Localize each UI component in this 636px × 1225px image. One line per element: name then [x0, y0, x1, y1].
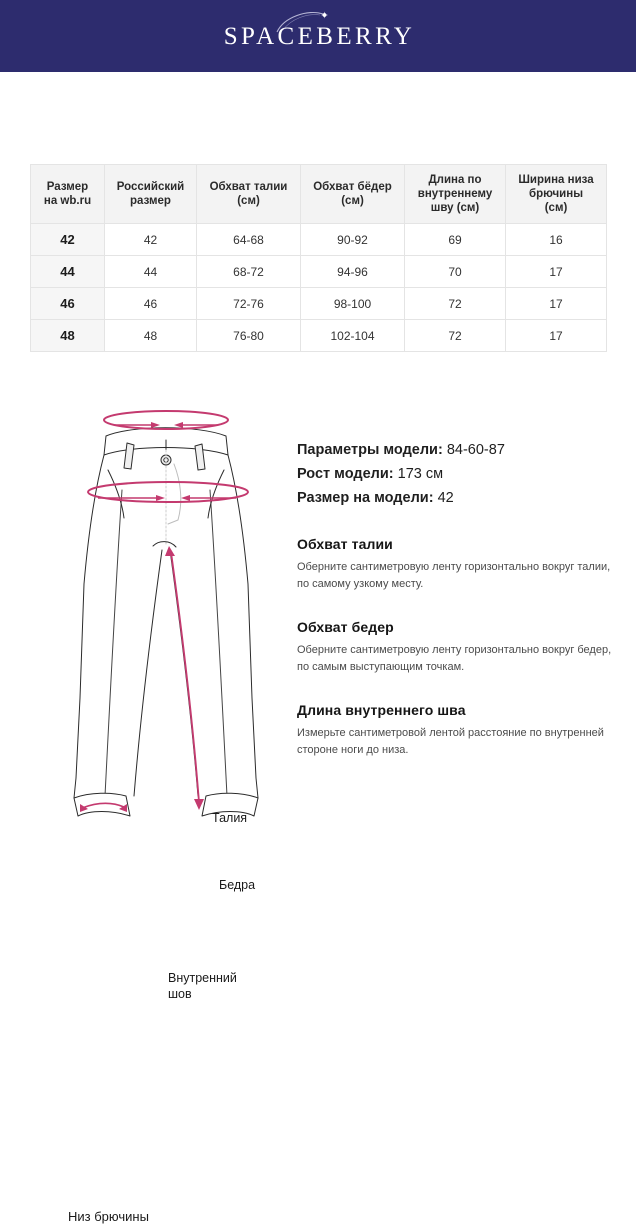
diagram-label-inseam: Внутренний шов	[168, 971, 237, 1001]
instruction-title-hips: Обхват бедер	[297, 619, 394, 635]
instruction-text-waist: Оберните сантиметровую ленту горизонталь…	[297, 561, 611, 590]
cell-hem-width: 17	[505, 255, 607, 288]
column-header-inseam-length: Длина по внутреннему шву (см)	[404, 164, 506, 224]
cell-wb-size: 46	[30, 287, 105, 320]
instruction-title-waist: Обхват талии	[297, 536, 393, 552]
cell-ru-size: 44	[104, 255, 197, 288]
measurement-guide-section: Талия Бедра Внутренний шов Низ брючины П…	[0, 398, 636, 1224]
model-size-line: Размер на модели: 42	[297, 486, 617, 510]
model-height-value: 173 см	[397, 466, 444, 482]
cell-hips: 94-96	[300, 255, 405, 288]
brand-name: SPACEBERRY	[223, 22, 416, 50]
cell-waist: 72-76	[196, 287, 301, 320]
cell-waist: 64-68	[196, 223, 301, 256]
waist-measure-indicator	[103, 410, 229, 430]
column-header-hips: Обхват бёдер (см)	[300, 164, 405, 224]
hips-measure-indicator	[87, 481, 249, 503]
cell-inseam-length: 72	[404, 319, 506, 352]
instruction-block-waist: Обхват талии Оберните сантиметровую лент…	[297, 536, 617, 593]
instruction-text-inseam: Измерьте сантиметровой лентой расстояние…	[297, 727, 604, 756]
model-size-value: 42	[437, 490, 454, 506]
cell-hips: 90-92	[300, 223, 405, 256]
cell-wb-size: 48	[30, 319, 105, 352]
table-header-row: Размер на wb.ru Российский размер Обхват т…	[30, 164, 607, 224]
model-parameters-line: Параметры модели: 84-60-87	[297, 438, 617, 462]
table-row: 44 44 68-72 94-96 70 17	[30, 255, 607, 288]
instruction-title-inseam: Длина внутреннего шва	[297, 702, 466, 718]
site-header: SPACEBERRY	[0, 0, 636, 72]
column-header-hem-width: Ширина низа брючины (см)	[505, 164, 607, 224]
diagram-label-waist: Талия	[212, 811, 248, 825]
cell-waist: 68-72	[196, 255, 301, 288]
column-header-waist: Обхват талии (см)	[196, 164, 301, 224]
size-table: Размер на wb.ru Российский размер Обхват т…	[30, 164, 607, 352]
cell-wb-size: 44	[30, 255, 105, 288]
cell-wb-size: 42	[30, 223, 105, 256]
instruction-block-inseam: Длина внутреннего шва Измерьте сантиметр…	[297, 702, 617, 759]
cell-hips: 102-104	[300, 319, 405, 352]
table-row: 42 42 64-68 90-92 69 16	[30, 223, 607, 256]
table-row: 48 48 76-80 102-104 72 17	[30, 319, 607, 352]
diagram-label-hips: Бедра	[219, 878, 256, 892]
cell-hem-width: 17	[505, 319, 607, 352]
hem-measure-indicator	[80, 802, 127, 812]
cell-hips: 98-100	[300, 287, 405, 320]
trousers-illustration	[73, 410, 259, 817]
cell-ru-size: 46	[104, 287, 197, 320]
model-parameters-value: 84-60-87	[446, 442, 505, 458]
cell-inseam-length: 69	[404, 223, 506, 256]
model-height-line: Рост модели: 173 см	[297, 462, 617, 486]
cell-waist: 76-80	[196, 319, 301, 352]
model-parameters-label: Параметры модели:	[297, 442, 443, 458]
cell-ru-size: 42	[104, 223, 197, 256]
trousers-diagram	[50, 398, 290, 838]
cell-inseam-length: 70	[404, 255, 506, 288]
inseam-measure-indicator	[165, 546, 204, 810]
info-column: Параметры модели: 84-60-87 Рост модели: …	[297, 438, 617, 759]
model-height-label: Рост модели:	[297, 466, 394, 482]
size-table-section: Размер на wb.ru Российский размер Обхват т…	[0, 72, 636, 352]
cell-hem-width: 16	[505, 223, 607, 256]
table-row: 46 46 72-76 98-100 72 17	[30, 287, 607, 320]
model-size-label: Размер на модели:	[297, 490, 434, 506]
diagram-label-hem: Низ брючины	[68, 1209, 149, 1224]
instruction-text-hips: Оберните сантиметровую ленту горизонталь…	[297, 644, 612, 673]
column-header-wb-size: Размер на wb.ru	[30, 164, 105, 224]
cell-inseam-length: 72	[404, 287, 506, 320]
cell-ru-size: 48	[104, 319, 197, 352]
brand-logo[interactable]: SPACEBERRY	[221, 11, 416, 50]
cell-hem-width: 17	[505, 287, 607, 320]
instruction-block-hips: Обхват бедер Оберните сантиметровую лент…	[297, 619, 617, 676]
column-header-ru-size: Российский размер	[104, 164, 197, 224]
